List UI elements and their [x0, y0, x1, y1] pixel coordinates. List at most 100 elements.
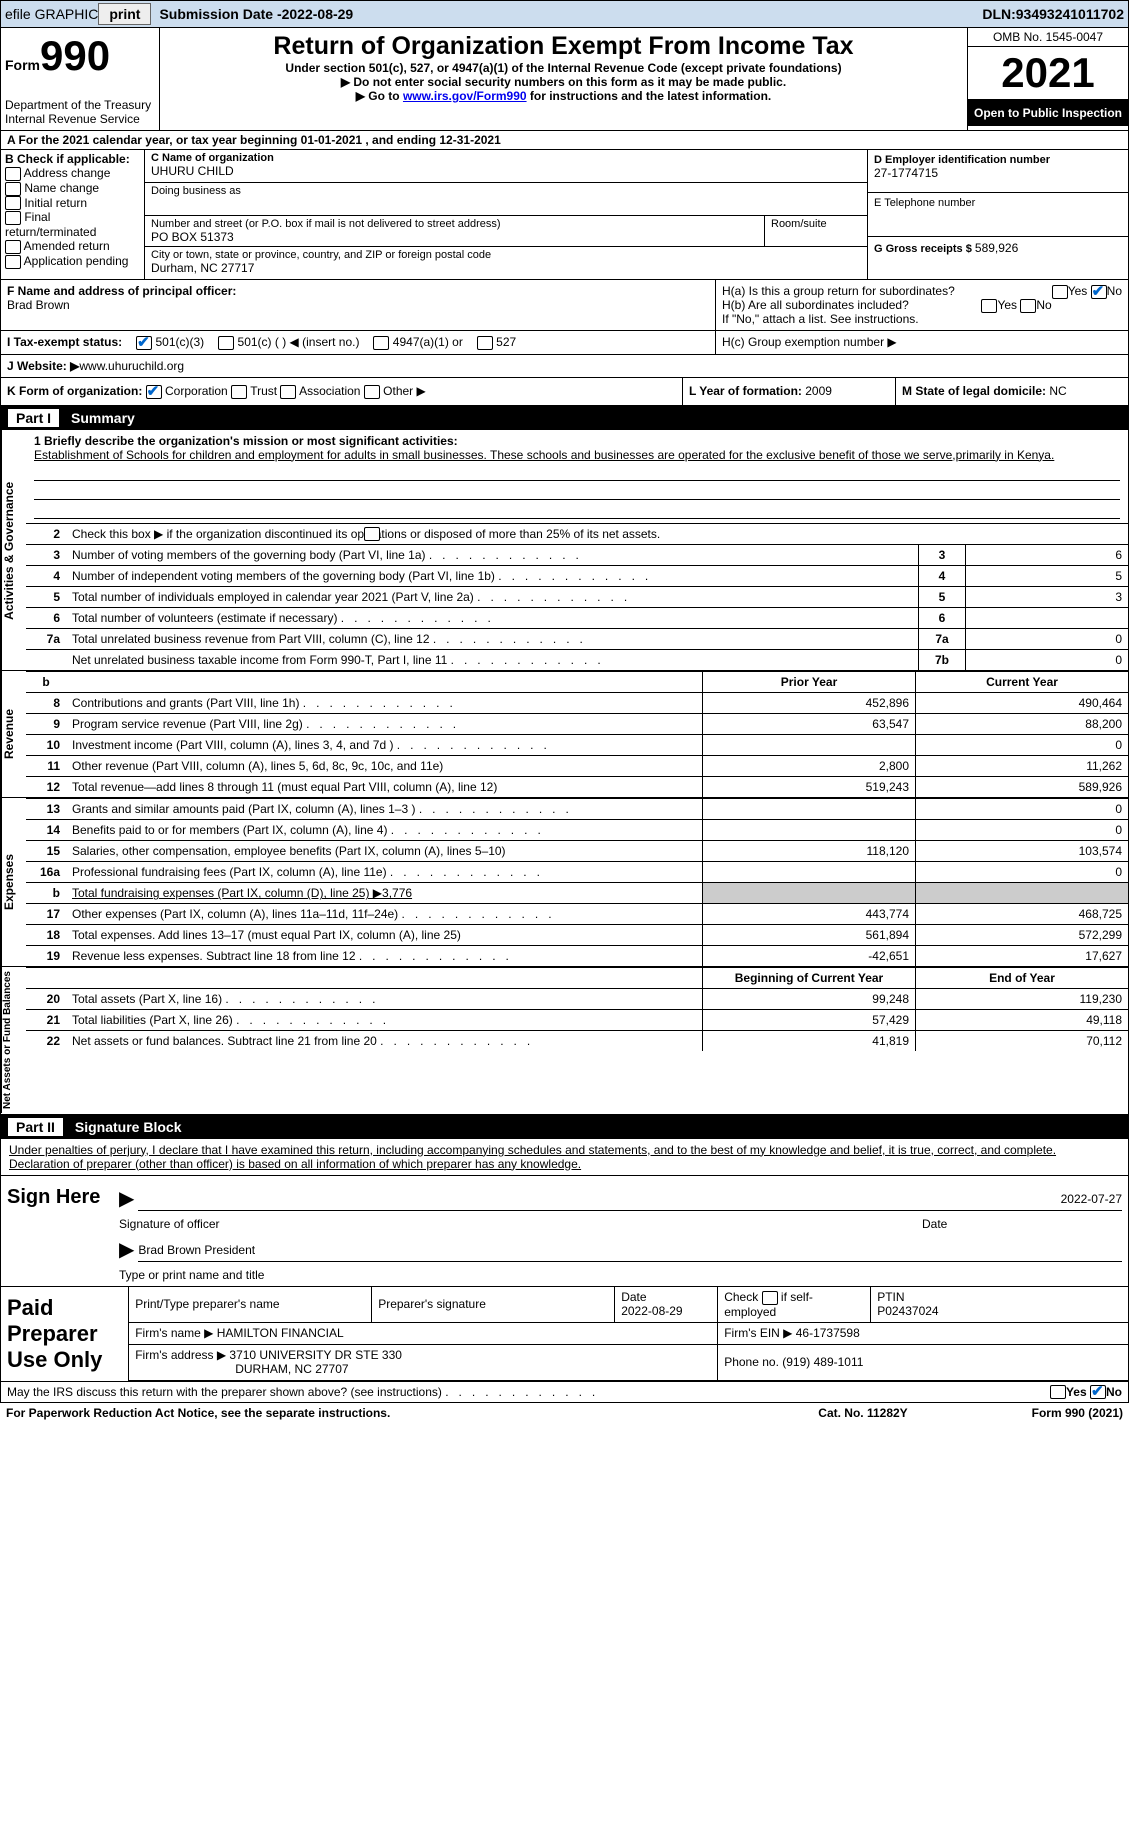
preparer-name-label: Print/Type preparer's name — [129, 1287, 372, 1323]
col-c: C Name of organization UHURU CHILD Doing… — [145, 150, 867, 279]
omb-number: OMB No. 1545-0047 — [968, 28, 1128, 47]
line-2: Check this box ▶ if the organization dis… — [66, 523, 1128, 545]
footer-question: May the IRS discuss this return with the… — [0, 1382, 1129, 1404]
sig-date: 2022-07-27 — [1061, 1192, 1122, 1210]
city-label: City or town, state or province, country… — [151, 249, 861, 261]
f-label: F Name and address of principal officer: — [7, 284, 709, 298]
city-value: Durham, NC 27717 — [151, 261, 861, 275]
cb-self-employed[interactable] — [762, 1291, 778, 1305]
cb-address-change[interactable] — [5, 167, 21, 181]
firm-addr1: 3710 UNIVERSITY DR STE 330 — [229, 1348, 402, 1362]
section-net-assets: Net Assets or Fund Balances Beginning of… — [0, 967, 1129, 1114]
gross-label: G Gross receipts $ — [874, 243, 975, 255]
dln-label: DLN: — [982, 6, 1015, 22]
col-end-year: End of Year — [916, 968, 1129, 989]
i-label: I Tax-exempt status: — [7, 335, 122, 349]
cb-corp[interactable] — [146, 385, 162, 399]
h-b: H(b) Are all subordinates included? Yes … — [722, 298, 1122, 312]
hb-no[interactable] — [1020, 299, 1036, 313]
col-begin-year: Beginning of Current Year — [703, 968, 916, 989]
footer-line: For Paperwork Reduction Act Notice, see … — [0, 1403, 1129, 1423]
row-fh: F Name and address of principal officer:… — [0, 280, 1129, 331]
tax-year: 2021 — [968, 47, 1128, 100]
state-domicile: NC — [1049, 384, 1066, 398]
cb-final-return[interactable] — [5, 211, 21, 225]
phone-label: E Telephone number — [874, 197, 1122, 209]
form-subtitle-3: ▶ Go to www.irs.gov/Form990 for instruct… — [168, 89, 959, 103]
paid-preparer-block: Paid Preparer Use Only Print/Type prepar… — [0, 1287, 1129, 1382]
year-formation: 2009 — [805, 384, 832, 398]
irs-label: Internal Revenue Service — [5, 112, 155, 126]
form-header: Form990 Department of the Treasury Inter… — [0, 28, 1129, 131]
cat-no: Cat. No. 11282Y — [763, 1406, 963, 1420]
dln-value: 93493241011702 — [1016, 6, 1124, 22]
vlabel-ag: Activities & Governance — [1, 430, 26, 671]
b-label: B Check if applicable: — [5, 152, 140, 166]
discuss-no[interactable] — [1090, 1385, 1106, 1399]
submission-date: 2022-08-29 — [282, 6, 354, 22]
paid-preparer-label: Paid Preparer Use Only — [1, 1287, 129, 1381]
discuss-yes[interactable] — [1050, 1385, 1066, 1399]
firm-name: HAMILTON FINANCIAL — [217, 1326, 344, 1340]
submission-label: Submission Date - — [159, 6, 281, 22]
form-subtitle-2: ▶ Do not enter social security numbers o… — [168, 75, 959, 89]
c-name-label: C Name of organization — [151, 152, 861, 164]
row-klm: K Form of organization: Corporation Trus… — [0, 378, 1129, 406]
firm-addr2: DURHAM, NC 27707 — [235, 1362, 348, 1376]
k-label: K Form of organization: — [7, 384, 142, 398]
cb-501c[interactable] — [218, 336, 234, 350]
cb-assoc[interactable] — [280, 385, 296, 399]
cb-initial-return[interactable] — [5, 196, 21, 210]
firm-ein: 46-1737598 — [796, 1326, 860, 1340]
cb-trust[interactable] — [231, 385, 247, 399]
irs-link[interactable]: www.irs.gov/Form990 — [403, 89, 527, 103]
vlabel-na: Net Assets or Fund Balances — [1, 967, 26, 1113]
sig-arrow-icon-2: ▶ — [119, 1237, 134, 1262]
cb-501c3[interactable] — [136, 336, 152, 350]
cb-other[interactable] — [364, 385, 380, 399]
h-a: H(a) Is this a group return for subordin… — [722, 284, 1122, 298]
part-1-header: Part I Summary — [0, 406, 1129, 430]
vlabel-exp: Expenses — [1, 798, 26, 966]
col-d: D Employer identification number 27-1774… — [867, 150, 1128, 279]
row-a-tax-year: A For the 2021 calendar year, or tax yea… — [0, 131, 1129, 150]
org-name: UHURU CHILD — [151, 164, 861, 178]
sig-of-label: Signature of officer — [119, 1217, 922, 1231]
form-title: Return of Organization Exempt From Incom… — [168, 32, 959, 61]
row-j: J Website: ▶ www.uhuruchild.org — [0, 355, 1129, 378]
part-1-num: Part I — [8, 409, 59, 427]
ein-value: 27-1774715 — [874, 166, 1122, 180]
cb-4947[interactable] — [373, 336, 389, 350]
hb-yes[interactable] — [981, 299, 997, 313]
part-2-title: Signature Block — [75, 1119, 182, 1135]
ha-no[interactable] — [1091, 285, 1107, 299]
street-value: PO BOX 51373 — [151, 230, 758, 244]
cb-amended[interactable] — [5, 240, 21, 254]
efile-label: efile GRAPHIC — [5, 6, 98, 22]
part-1-title: Summary — [71, 410, 135, 426]
ha-yes[interactable] — [1052, 285, 1068, 299]
sign-here-label: Sign Here — [1, 1176, 113, 1286]
cb-line2[interactable] — [364, 527, 380, 541]
vlabel-rev: Revenue — [1, 671, 26, 797]
gross-value: 589,926 — [975, 241, 1018, 255]
ein-label: D Employer identification number — [874, 154, 1122, 166]
name-title-label: Type or print name and title — [119, 1268, 1122, 1282]
row-i-hc: I Tax-exempt status: 501(c)(3) 501(c) ( … — [0, 331, 1129, 355]
print-button[interactable]: print — [98, 3, 151, 25]
part-2-num: Part II — [8, 1118, 63, 1136]
form-footer: Form 990 (2021) — [963, 1406, 1123, 1420]
officer-name-title: Brad Brown President — [138, 1243, 255, 1261]
gov-val-3: 6 — [966, 545, 1129, 566]
cb-527[interactable] — [477, 336, 493, 350]
signature-block: Under penalties of perjury, I declare th… — [0, 1139, 1129, 1287]
part-2-header: Part II Signature Block — [0, 1115, 1129, 1139]
preparer-sig-label: Preparer's signature — [372, 1287, 615, 1323]
revenue-table: bPrior YearCurrent Year 8Contributions a… — [26, 671, 1128, 797]
mission-q: 1 Briefly describe the organization's mi… — [34, 434, 1120, 448]
mission-block: 1 Briefly describe the organization's mi… — [26, 430, 1128, 523]
sig-arrow-icon: ▶ — [119, 1186, 134, 1211]
cb-name-change[interactable] — [5, 182, 21, 196]
cb-app-pending[interactable] — [5, 255, 21, 269]
open-public: Open to Public Inspection — [968, 100, 1128, 126]
